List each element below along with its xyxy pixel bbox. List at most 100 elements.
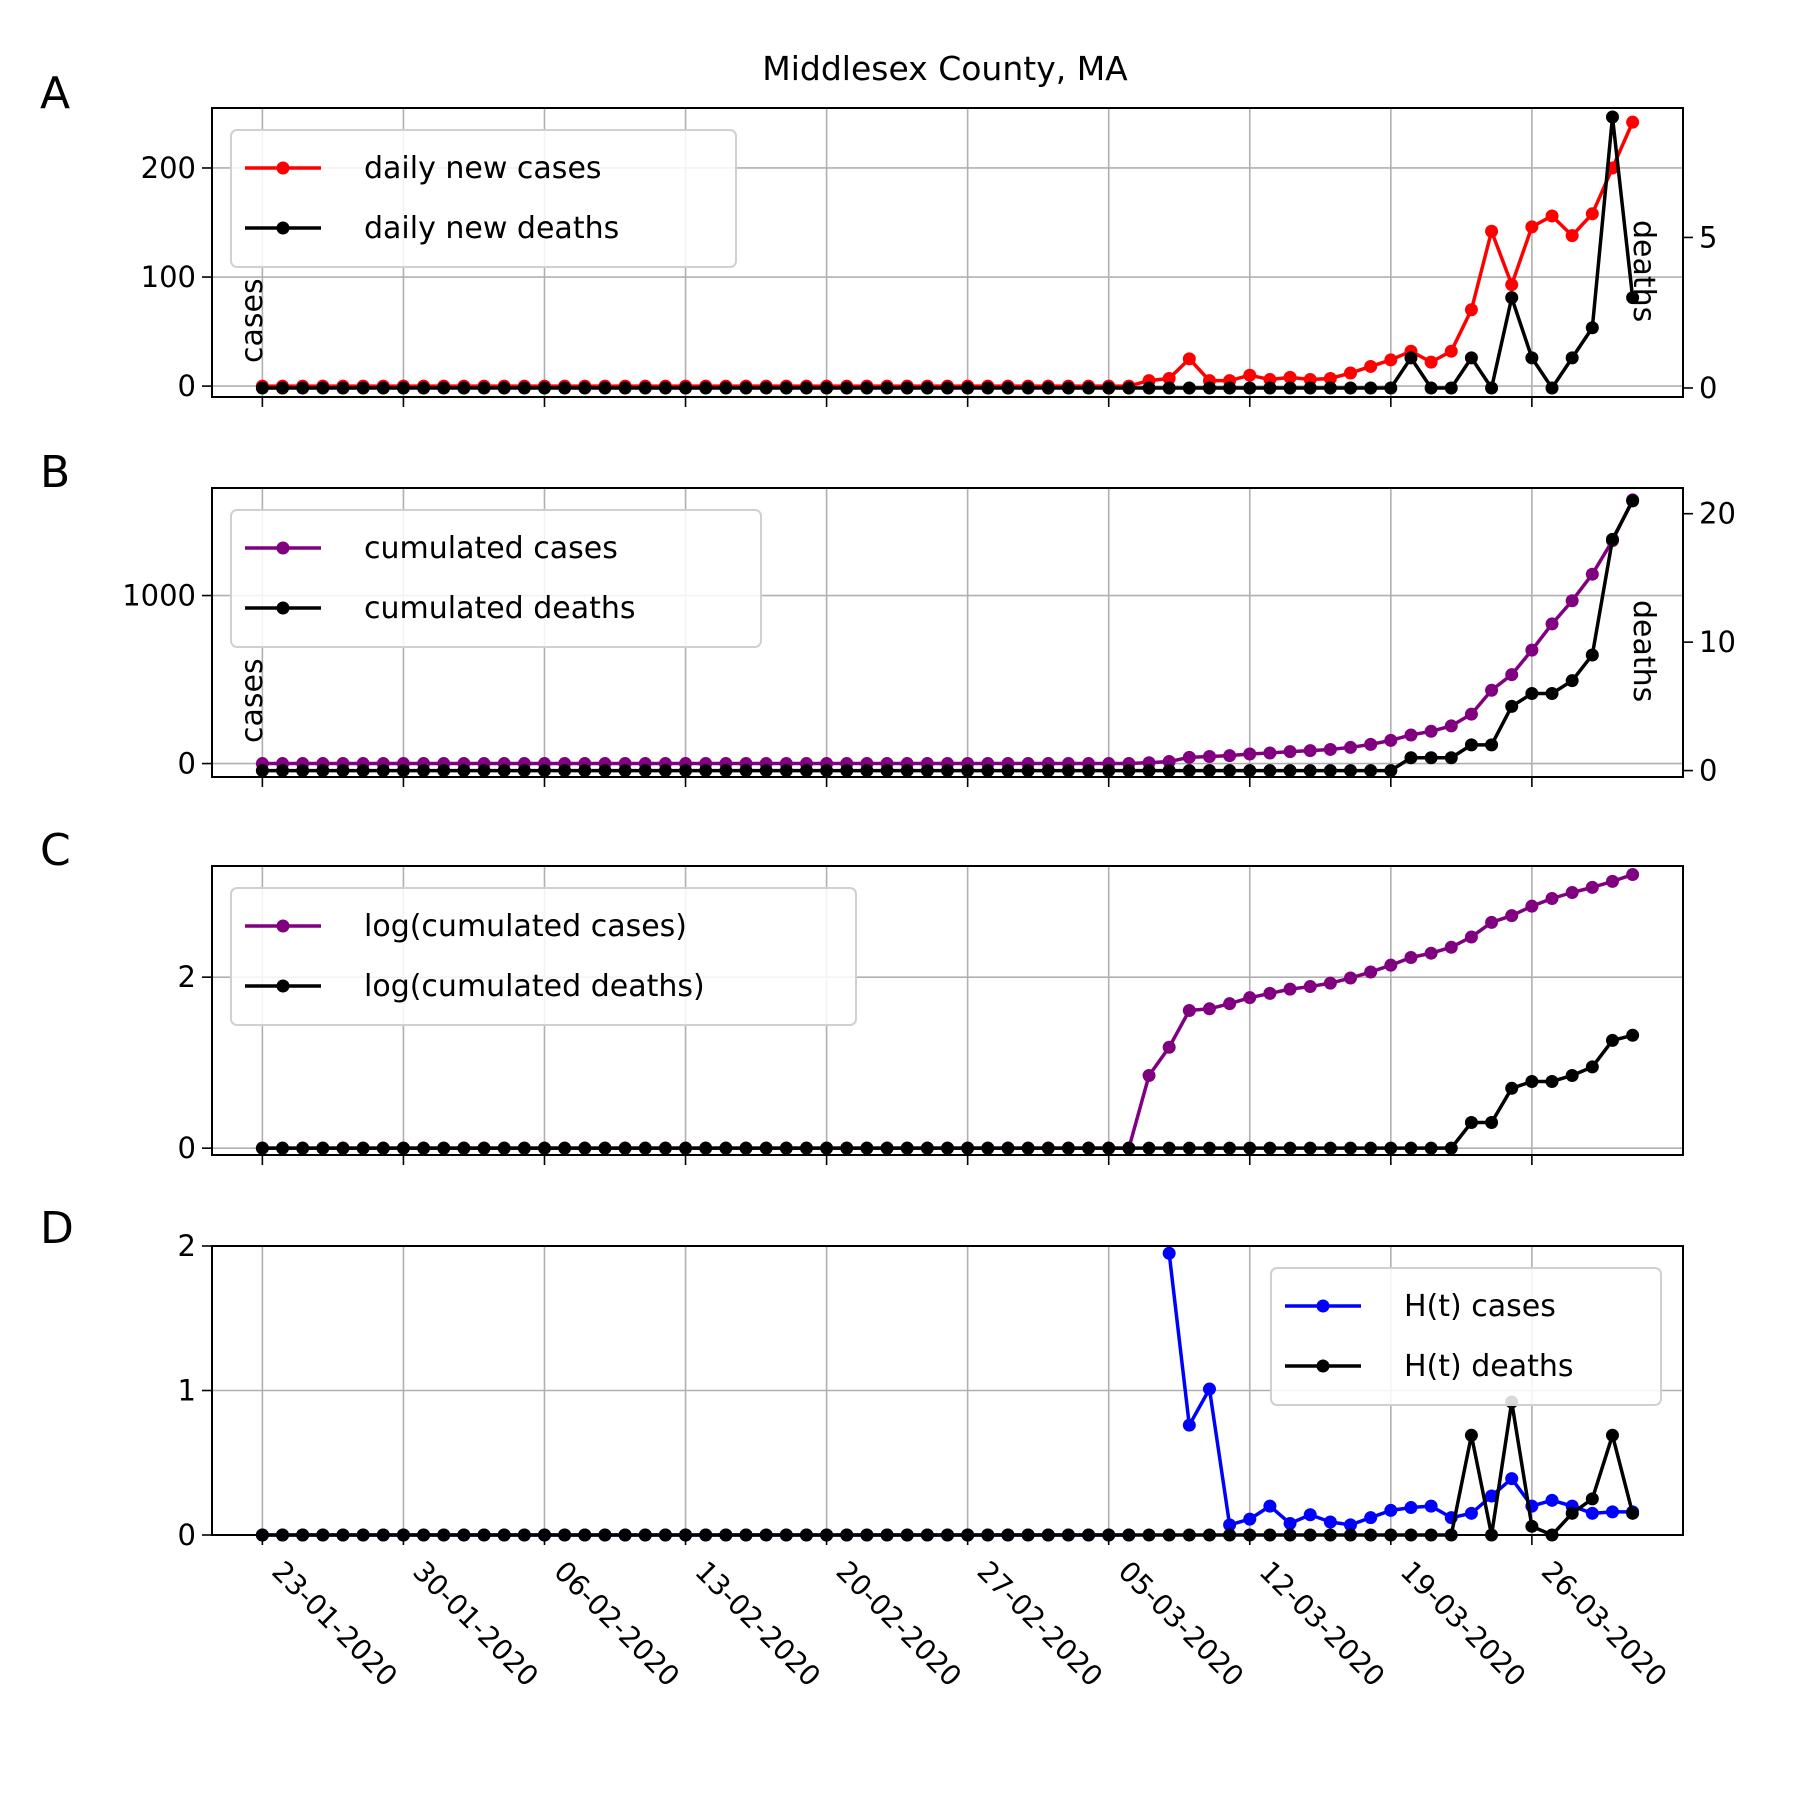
x-tick-label: 20-02-2020 <box>830 1555 968 1693</box>
data-point <box>1223 1141 1237 1155</box>
data-point <box>820 1141 834 1155</box>
data-point <box>1404 950 1418 964</box>
y-tick-label: 0 <box>178 747 196 781</box>
data-point <box>1142 764 1156 778</box>
data-point <box>1202 1002 1216 1016</box>
data-point <box>598 764 612 778</box>
data-point <box>1464 1506 1478 1520</box>
data-point <box>1344 971 1358 985</box>
data-point <box>1545 209 1559 223</box>
x-tick-label: 30-01-2020 <box>406 1555 544 1693</box>
data-point <box>1424 381 1438 395</box>
data-point <box>1384 1503 1398 1517</box>
data-point <box>1162 381 1176 395</box>
data-point <box>1384 764 1398 778</box>
chart-title: Middlesex County, MA <box>762 49 1128 88</box>
legend-label: log(cumulated deaths) <box>364 969 705 1004</box>
y-tick-label: 1000 <box>122 579 196 613</box>
data-point <box>1424 1141 1438 1155</box>
data-point <box>1223 749 1237 763</box>
data-point <box>356 764 370 778</box>
data-point <box>981 381 995 395</box>
data-point <box>1545 891 1559 905</box>
data-point <box>1464 303 1478 317</box>
data-point <box>497 764 511 778</box>
data-point <box>799 1141 813 1155</box>
data-point <box>1525 1074 1539 1088</box>
data-point <box>880 1141 894 1155</box>
data-point <box>1545 1074 1559 1088</box>
data-point <box>1485 738 1499 752</box>
data-point <box>316 764 330 778</box>
data-point <box>840 764 854 778</box>
data-point <box>1404 751 1418 765</box>
data-point <box>517 1141 531 1155</box>
data-point <box>820 381 834 395</box>
data-point <box>1605 110 1619 124</box>
data-point <box>1082 1141 1096 1155</box>
data-point <box>396 1141 410 1155</box>
legend-box <box>230 509 762 648</box>
data-point <box>1283 982 1297 996</box>
data-point <box>658 764 672 778</box>
data-point <box>1162 1040 1176 1054</box>
legend-label: log(cumulated cases) <box>364 909 687 944</box>
legend-box <box>1270 1267 1662 1406</box>
data-point <box>1182 1418 1196 1432</box>
data-point <box>1323 742 1337 756</box>
plot-frame <box>211 107 1684 398</box>
data-point <box>1565 229 1579 243</box>
data-point <box>1263 1141 1277 1155</box>
data-point <box>1444 1141 1458 1155</box>
data-point <box>578 764 592 778</box>
legend-label: cumulated deaths <box>364 591 636 626</box>
data-point <box>1001 381 1015 395</box>
data-point <box>840 381 854 395</box>
data-point <box>558 381 572 395</box>
data-point <box>1102 381 1116 395</box>
data-point <box>1585 648 1599 662</box>
data-point <box>1485 381 1499 395</box>
y-axis-label: cases <box>235 278 270 363</box>
data-point <box>1605 1505 1619 1519</box>
data-point <box>880 764 894 778</box>
data-point <box>417 381 431 395</box>
panel-letter: D <box>40 1203 74 1254</box>
data-point <box>1041 1141 1055 1155</box>
data-point <box>1142 381 1156 395</box>
data-point <box>900 381 914 395</box>
y-right-tick-label: 10 <box>1699 625 1736 659</box>
data-point <box>517 381 531 395</box>
data-point <box>1041 381 1055 395</box>
data-point <box>598 1141 612 1155</box>
data-point <box>1243 1141 1257 1155</box>
data-point <box>1243 368 1257 382</box>
data-point <box>900 764 914 778</box>
y-right-tick-label: 0 <box>1699 371 1717 405</box>
data-point <box>1061 1141 1075 1155</box>
data-point <box>316 1141 330 1155</box>
data-point <box>1424 1499 1438 1513</box>
data-point <box>1122 1141 1136 1155</box>
data-point <box>1585 207 1599 221</box>
data-point <box>1303 381 1317 395</box>
data-point <box>1102 764 1116 778</box>
data-point <box>1565 351 1579 365</box>
data-point <box>1263 1499 1277 1513</box>
data-point <box>860 381 874 395</box>
data-point <box>941 1141 954 1155</box>
data-point <box>1525 220 1539 234</box>
x-tick-label: 23-01-2020 <box>265 1555 403 1693</box>
y-right-tick-label: 0 <box>1699 754 1717 788</box>
data-point <box>1323 1141 1337 1155</box>
data-point <box>1565 1506 1579 1520</box>
data-point <box>1182 381 1196 395</box>
data-point <box>1464 930 1478 944</box>
data-point <box>1505 1472 1519 1486</box>
data-point <box>1605 874 1619 888</box>
data-point <box>1283 370 1297 384</box>
data-point <box>1525 643 1539 657</box>
series-line <box>262 1400 1635 1537</box>
data-point <box>900 1141 914 1155</box>
data-point <box>1444 751 1458 765</box>
